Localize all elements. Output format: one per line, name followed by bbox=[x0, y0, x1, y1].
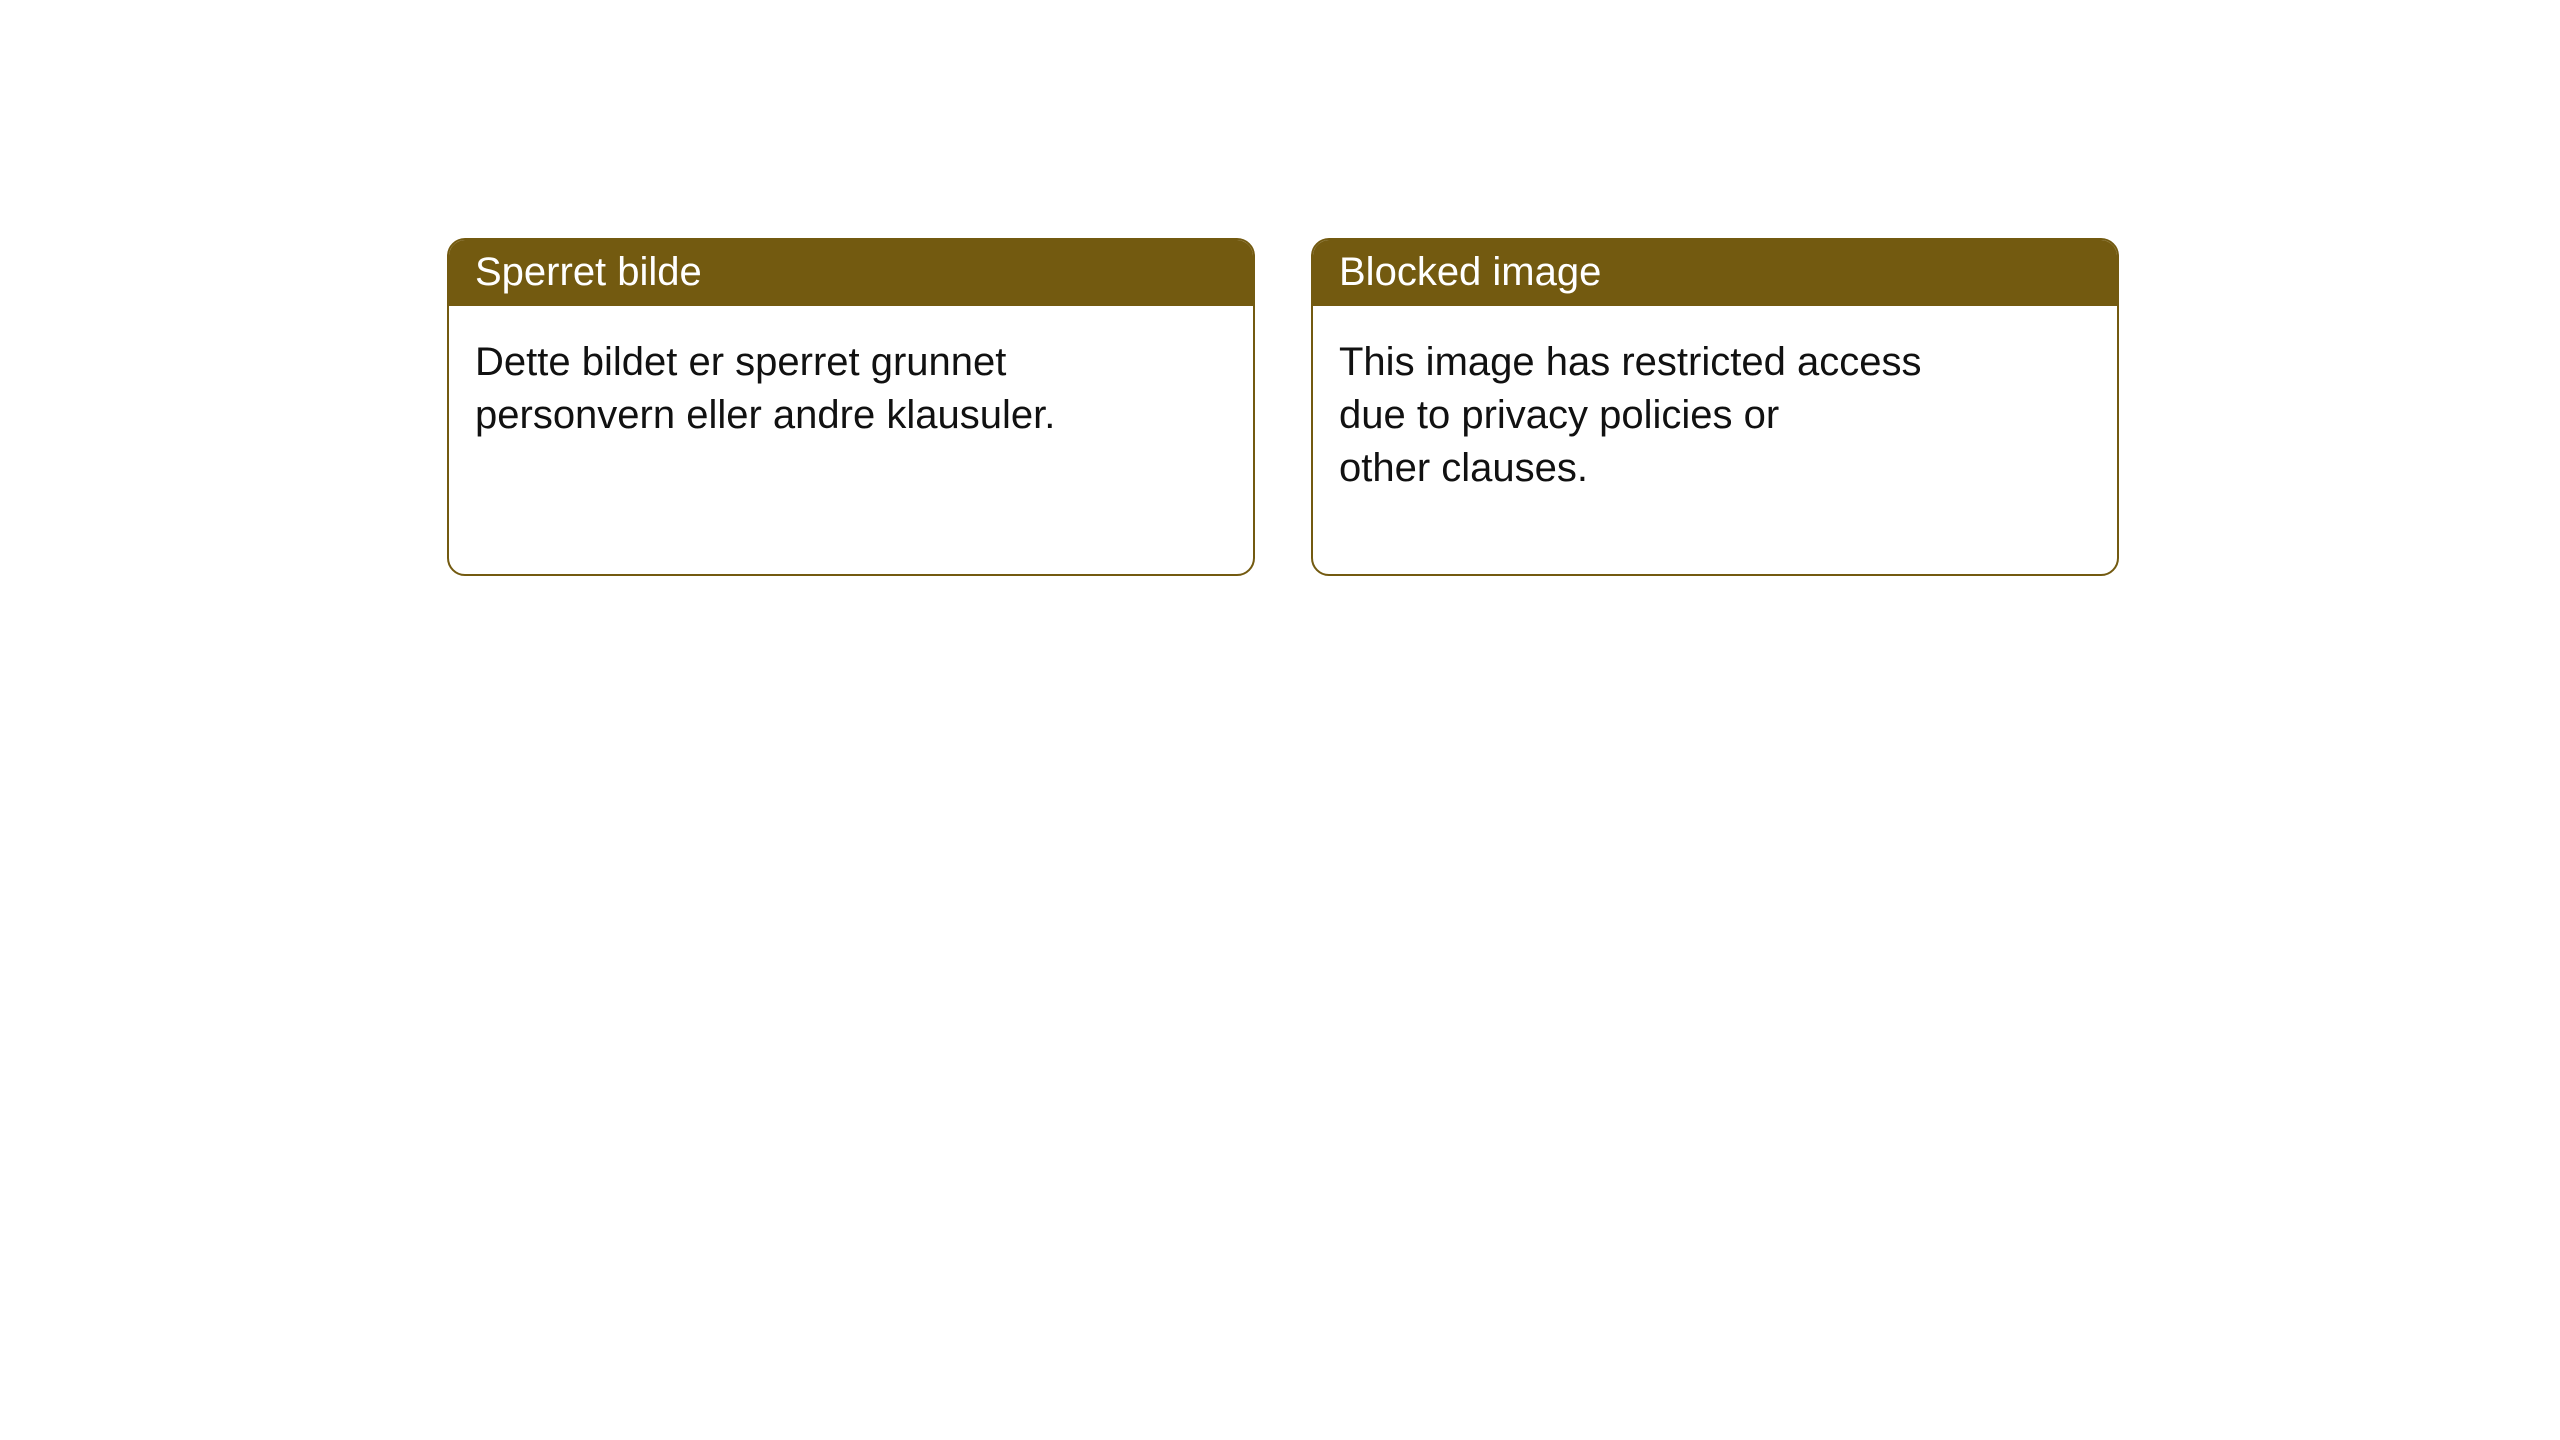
notice-card-english: Blocked image This image has restricted … bbox=[1311, 238, 2119, 576]
notice-card-norwegian: Sperret bilde Dette bildet er sperret gr… bbox=[447, 238, 1255, 576]
notice-card-header: Blocked image bbox=[1313, 240, 2117, 306]
notice-card-header: Sperret bilde bbox=[449, 240, 1253, 306]
notice-card-body: Dette bildet er sperret grunnet personve… bbox=[449, 306, 1253, 462]
notice-card-body: This image has restricted access due to … bbox=[1313, 306, 2117, 514]
notice-container: Sperret bilde Dette bildet er sperret gr… bbox=[447, 238, 2119, 576]
